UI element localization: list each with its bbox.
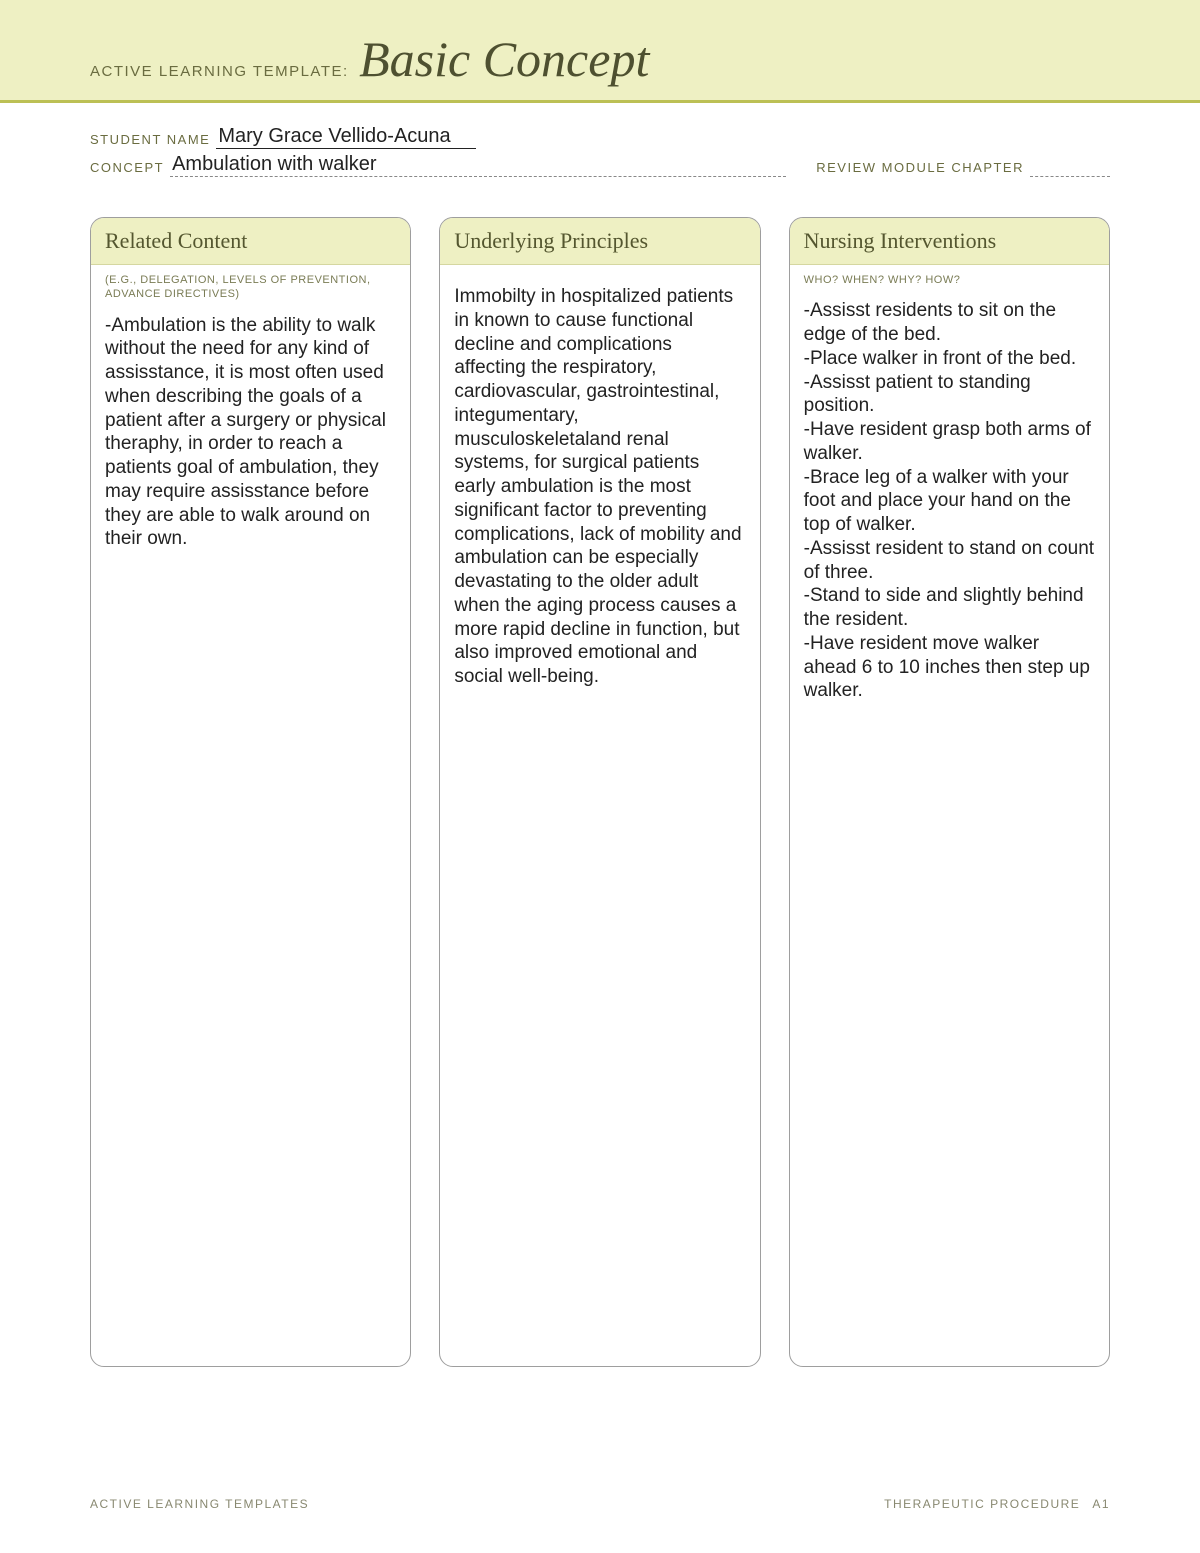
footer-right-label: THERAPEUTIC PROCEDURE	[884, 1497, 1080, 1511]
concept-label: CONCEPT	[90, 160, 164, 177]
column-body: -Assisst residents to sit on the edge of…	[790, 291, 1109, 717]
header-title: Basic Concept	[359, 31, 649, 87]
header-band: ACTIVE LEARNING TEMPLATE: Basic Concept	[0, 0, 1200, 103]
column-subheading: (E.G., DELEGATION, LEVELS OF PREVENTION,…	[91, 265, 410, 306]
column-subheading	[440, 265, 759, 277]
footer-right-code: A1	[1092, 1497, 1110, 1511]
review-module-label: REVIEW MODULE CHAPTER	[816, 160, 1024, 177]
header-label: ACTIVE LEARNING TEMPLATE:	[90, 63, 349, 80]
column-body: Immobilty in hospitalized patients in kn…	[440, 277, 759, 703]
footer-left: ACTIVE LEARNING TEMPLATES	[90, 1497, 309, 1511]
concept-value: Ambulation with walker	[170, 153, 786, 177]
column-body: -Ambulation is the ability to walk witho…	[91, 306, 410, 566]
student-row: STUDENT NAME Mary Grace Vellido-Acuna	[90, 125, 1110, 149]
columns-container: Related Content (E.G., DELEGATION, LEVEL…	[0, 177, 1200, 1367]
page: ACTIVE LEARNING TEMPLATE: Basic Concept …	[0, 0, 1200, 1553]
column-heading: Underlying Principles	[440, 218, 759, 265]
student-name-label: STUDENT NAME	[90, 132, 210, 149]
column-nursing-interventions: Nursing Interventions WHO? WHEN? WHY? HO…	[789, 217, 1110, 1367]
column-heading: Related Content	[91, 218, 410, 265]
concept-row: CONCEPT Ambulation with walker REVIEW MO…	[90, 153, 1110, 177]
column-underlying-principles: Underlying Principles Immobilty in hospi…	[439, 217, 760, 1367]
footer-right: THERAPEUTIC PROCEDURE A1	[884, 1497, 1110, 1511]
student-name-value: Mary Grace Vellido-Acuna	[216, 125, 476, 149]
review-module-value	[1030, 159, 1110, 177]
column-related-content: Related Content (E.G., DELEGATION, LEVEL…	[90, 217, 411, 1367]
meta-block: STUDENT NAME Mary Grace Vellido-Acuna CO…	[0, 103, 1200, 177]
column-heading: Nursing Interventions	[790, 218, 1109, 265]
column-subheading: WHO? WHEN? WHY? HOW?	[790, 265, 1109, 291]
footer: ACTIVE LEARNING TEMPLATES THERAPEUTIC PR…	[0, 1497, 1200, 1511]
